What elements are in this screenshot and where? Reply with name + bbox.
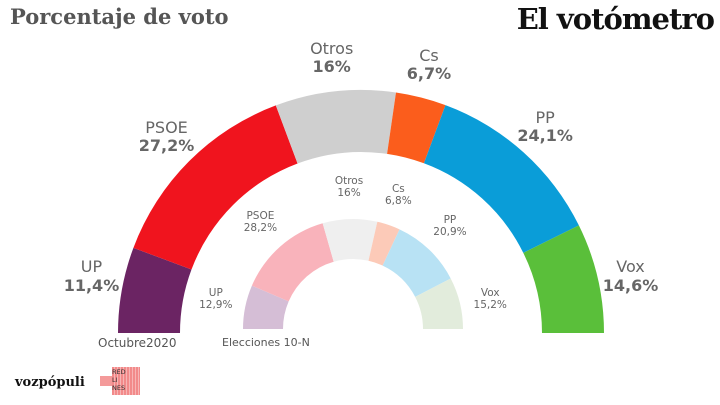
category-label: PSOE	[145, 117, 188, 137]
category-label: Cs	[419, 45, 439, 65]
redlines-logo: RED LI NES	[100, 367, 140, 395]
category-label: PP	[535, 107, 555, 127]
outer-label-otros: Otros 16%	[310, 38, 354, 77]
value-label: 27,2%	[138, 135, 195, 155]
category-label: PSOE	[246, 209, 275, 222]
category-label: UP	[208, 287, 223, 300]
outer-slice-vox	[523, 225, 604, 333]
category-label: Vox	[480, 287, 500, 300]
category-label: Vox	[616, 257, 645, 277]
category-label: Cs	[391, 182, 405, 195]
inner-caption: Elecciones 10-N	[222, 336, 310, 349]
value-label: 14,6%	[602, 275, 659, 295]
outer-caption: Octubre2020	[98, 336, 177, 350]
value-label: 11,4%	[63, 275, 120, 295]
inner-label-psoe: PSOE 28,2%	[244, 210, 277, 234]
value-label: 12,9%	[199, 299, 233, 312]
outer-label-cs: Cs 6,7%	[406, 45, 452, 84]
inner-label-up: UP 12,9%	[199, 287, 232, 311]
inner-slice-pp	[382, 229, 451, 297]
value-label: 20,9%	[433, 226, 467, 239]
inner-slice-psoe	[251, 223, 334, 302]
value-label: 15,2%	[473, 299, 507, 312]
outer-slice-pp	[423, 105, 579, 253]
inner-label-otros: Otros 16%	[335, 175, 363, 199]
inner-slice-vox	[415, 278, 463, 329]
outer-slice-psoe	[133, 105, 298, 270]
inner-label-vox: Vox 15,2%	[474, 287, 507, 311]
inner-label-cs: Cs 6,8%	[385, 183, 412, 207]
category-label: Otros	[310, 38, 354, 58]
category-label: PP	[443, 214, 457, 226]
outer-label-psoe: PSOE 27,2%	[138, 117, 195, 156]
brand-logo: El votómetro	[516, 2, 715, 36]
vozpopuli-logo: vozpópuli	[15, 375, 85, 390]
outer-slice-cs	[387, 92, 446, 164]
value-label: 24,1%	[517, 126, 573, 146]
outer-label-up: UP 11,4%	[63, 257, 120, 295]
category-label: Otros	[334, 175, 364, 188]
inner-slice-otros	[322, 219, 378, 262]
value-label: 28,2%	[243, 222, 278, 235]
inner-label-pp: PP 20,9%	[433, 214, 466, 238]
outer-label-pp: PP 24,1%	[517, 107, 573, 146]
inner-slice-up	[243, 285, 289, 329]
outer-slice-up	[118, 247, 192, 333]
outer-slice-otros	[275, 90, 396, 164]
category-label: UP	[80, 257, 103, 277]
inner-slice-cs	[368, 221, 400, 266]
outer-label-vox: Vox 14,6%	[602, 257, 659, 295]
value-label: 16%	[337, 187, 361, 200]
value-label: 6,7%	[406, 63, 452, 83]
value-label: 6,8%	[385, 194, 412, 207]
value-label: 16%	[312, 56, 351, 76]
chart-title: Porcentaje de voto	[10, 4, 229, 29]
